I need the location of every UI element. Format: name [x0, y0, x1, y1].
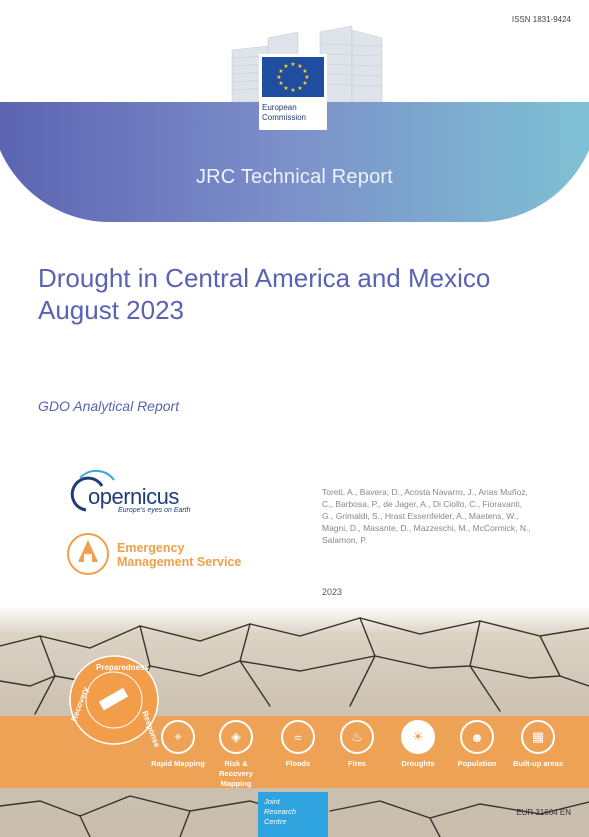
- people-icon: ☻: [460, 720, 494, 754]
- document-title: Drought in Central America and Mexico Au…: [38, 262, 518, 326]
- service-label: Floods: [285, 759, 311, 768]
- service-built-up-areas: ▦ Built-up areas: [511, 720, 565, 769]
- service-floods: ≈ Floods: [271, 720, 325, 769]
- svg-text:★: ★: [283, 85, 288, 92]
- publication-year: 2023: [322, 587, 343, 597]
- service-fires: ♨ Fires: [330, 720, 384, 769]
- copernicus-tagline: Europe's eyes on Earth: [118, 507, 191, 514]
- jrc-line-1: Joint: [264, 797, 280, 806]
- svg-text:★: ★: [276, 74, 281, 81]
- service-risk-recovery: ◈ Risk & Recovery Mapping: [209, 720, 263, 789]
- document-subtitle: GDO Analytical Report: [38, 398, 180, 414]
- svg-text:★: ★: [297, 85, 302, 92]
- svg-text:★: ★: [278, 80, 283, 87]
- sun-icon: ☀: [401, 720, 435, 754]
- ems-logo-icon: [67, 533, 109, 575]
- jrc-name: Joint Research Centre: [264, 797, 296, 827]
- service-label: Built-up areas: [512, 759, 563, 768]
- service-label: Fires: [348, 759, 366, 768]
- jrc-logo: [258, 792, 328, 837]
- ems-name: Emergency Management Service: [117, 541, 241, 569]
- copernicus-logo: [70, 470, 115, 512]
- service-label: Droughts: [401, 759, 435, 768]
- service-label: Risk & Recovery Mapping: [219, 759, 253, 788]
- ems-line-1: Emergency: [117, 541, 185, 555]
- author-list: Toreti, A., Bavera, D., Acosta Navarro, …: [322, 487, 531, 545]
- service-rapid-mapping: ⌖ Rapid Mapping: [151, 720, 205, 769]
- title-line-2: August 2023: [38, 295, 185, 325]
- issn-number: ISSN 1831-9424: [511, 15, 571, 24]
- svg-text:★: ★: [283, 63, 288, 70]
- building-icon: ▦: [521, 720, 555, 754]
- flame-icon: ♨: [340, 720, 374, 754]
- wave-icon: ≈: [281, 720, 315, 754]
- svg-text:★: ★: [297, 63, 302, 70]
- svg-text:★: ★: [278, 68, 283, 75]
- copernicus-wordmark: opernicus: [88, 484, 179, 509]
- cycle-label-preparedness: Preparedness: [96, 663, 149, 672]
- jrc-line-3: Centre: [264, 817, 287, 826]
- svg-text:★: ★: [302, 80, 307, 87]
- publisher-name: European Commission: [262, 103, 307, 122]
- svg-text:★: ★: [290, 61, 295, 68]
- service-label: Rapid Mapping: [151, 759, 205, 768]
- report-type: JRC Technical Report: [195, 166, 394, 188]
- pin-icon: ⌖: [161, 720, 195, 754]
- service-population: ☻ Population: [450, 720, 504, 769]
- svg-text:★: ★: [302, 68, 307, 75]
- emergency-cycle-graphic: Preparedness Response Recovery: [69, 655, 162, 748]
- svg-text:★: ★: [304, 74, 309, 81]
- shield-icon: ◈: [219, 720, 253, 754]
- ems-line-2: Management Service: [117, 555, 242, 569]
- cracks-graphic: [0, 617, 589, 837]
- title-line-1: Drought in Central America and Mexico: [38, 263, 491, 293]
- service-label: Population: [457, 759, 497, 768]
- svg-text:★: ★: [290, 87, 295, 94]
- eu-flag-icon: ★ ★★ ★★★ ★★★ ★★★: [262, 57, 324, 97]
- eur-number: EUR 31664 EN: [516, 808, 571, 817]
- jrc-line-2: Research: [264, 807, 297, 816]
- service-droughts: ☀ Droughts: [391, 720, 445, 769]
